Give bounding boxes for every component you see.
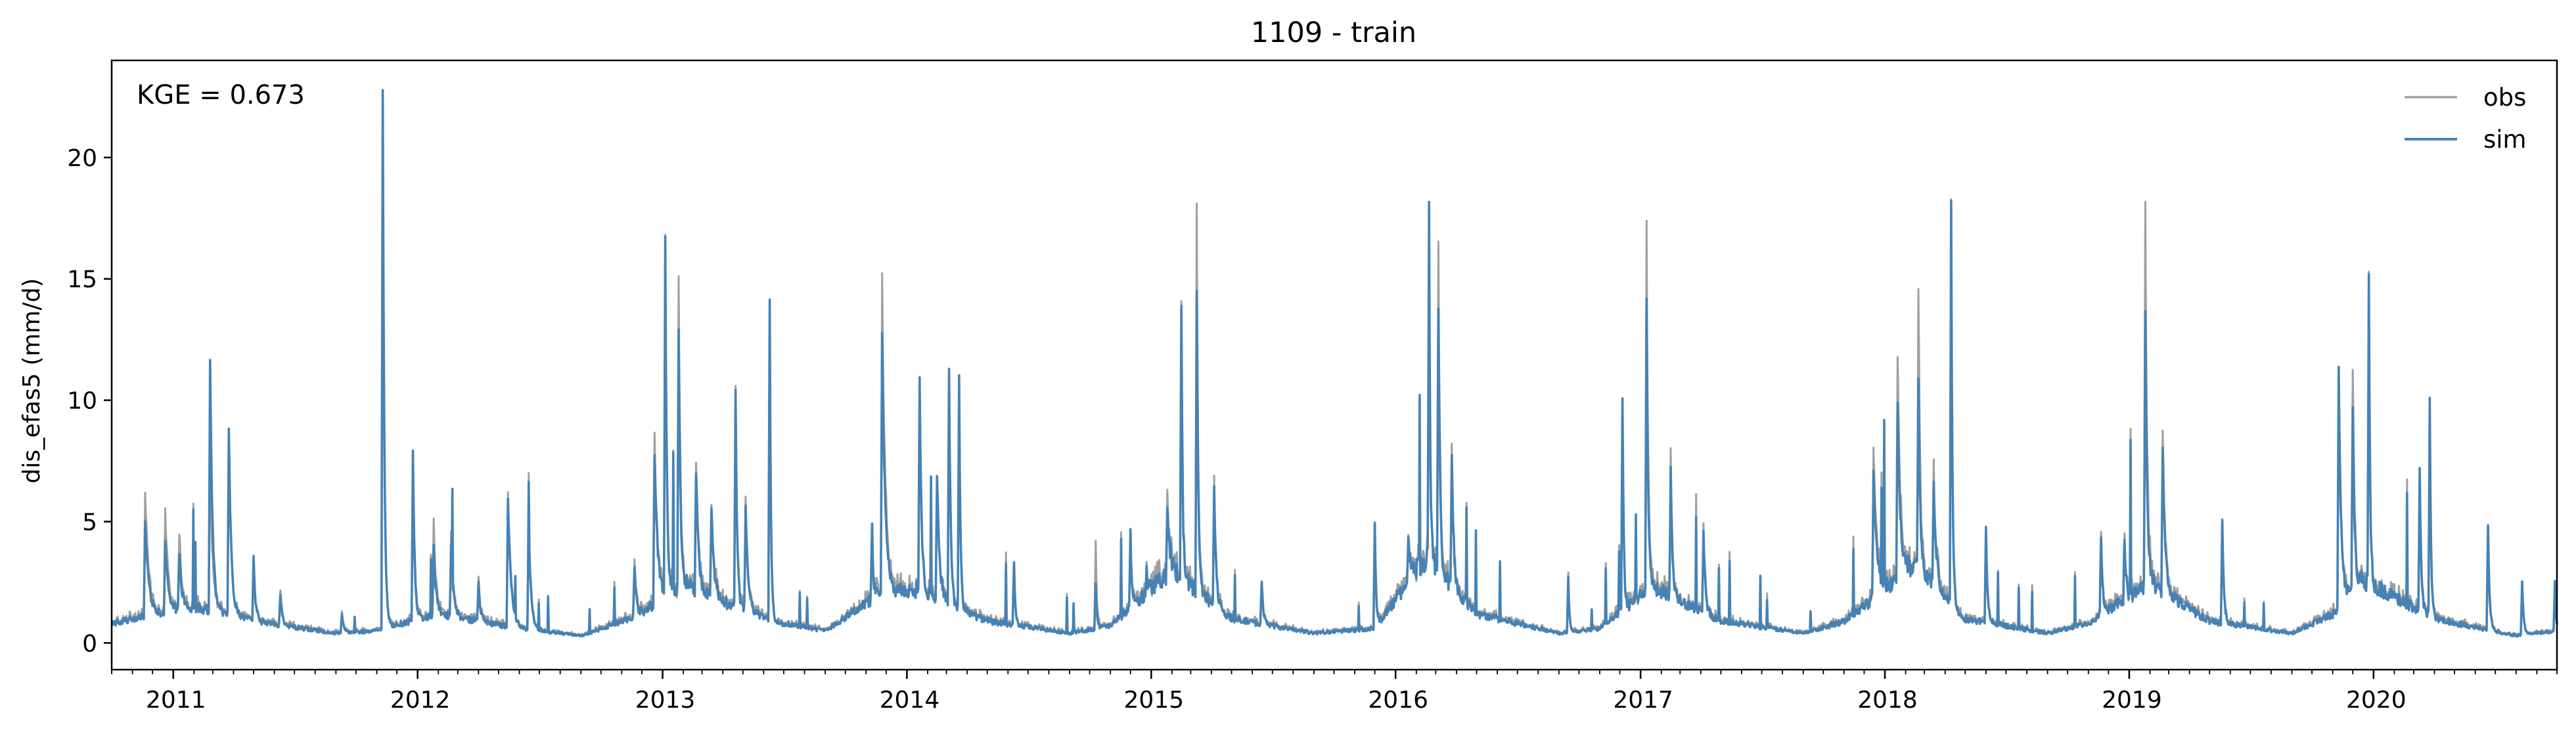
x-tick-label: 2016	[1368, 687, 1428, 714]
plot-frame	[110, 59, 2558, 671]
y-axis-label: dis_efas5 (mm/d)	[18, 278, 45, 484]
kge-annotation: KGE = 0.673	[137, 80, 305, 110]
y-tick-label: 0	[82, 630, 97, 657]
x-tick-label: 2019	[2102, 687, 2162, 714]
x-tick-label: 2017	[1613, 687, 1673, 714]
y-axis: 0 5 10 15 20	[67, 145, 112, 657]
x-tick-label: 2015	[1124, 687, 1185, 714]
legend: obs sim	[2405, 83, 2527, 154]
legend-obs-label: obs	[2483, 83, 2526, 112]
y-tick-label: 20	[67, 145, 97, 172]
legend-sim-label: sim	[2483, 125, 2527, 154]
x-tick-label: 2012	[390, 687, 451, 714]
x-axis: 2011 2012 2013 2014 2015 2016 2017 2018 2019 2020	[111, 670, 2558, 714]
x-tick-label: 2013	[635, 687, 696, 714]
x-tick-label: 2014	[880, 687, 940, 714]
x-tick-label: 2011	[146, 687, 206, 714]
y-tick-label: 5	[82, 509, 97, 536]
chart-title: 1109 - train	[1251, 16, 1416, 49]
x-tick-label: 2020	[2346, 687, 2407, 714]
y-tick-label: 15	[67, 267, 97, 293]
x-tick-label: 2018	[1857, 687, 1918, 714]
plot-area	[110, 89, 2558, 638]
y-tick-label: 10	[67, 388, 97, 415]
sim-series-line	[110, 89, 2558, 638]
